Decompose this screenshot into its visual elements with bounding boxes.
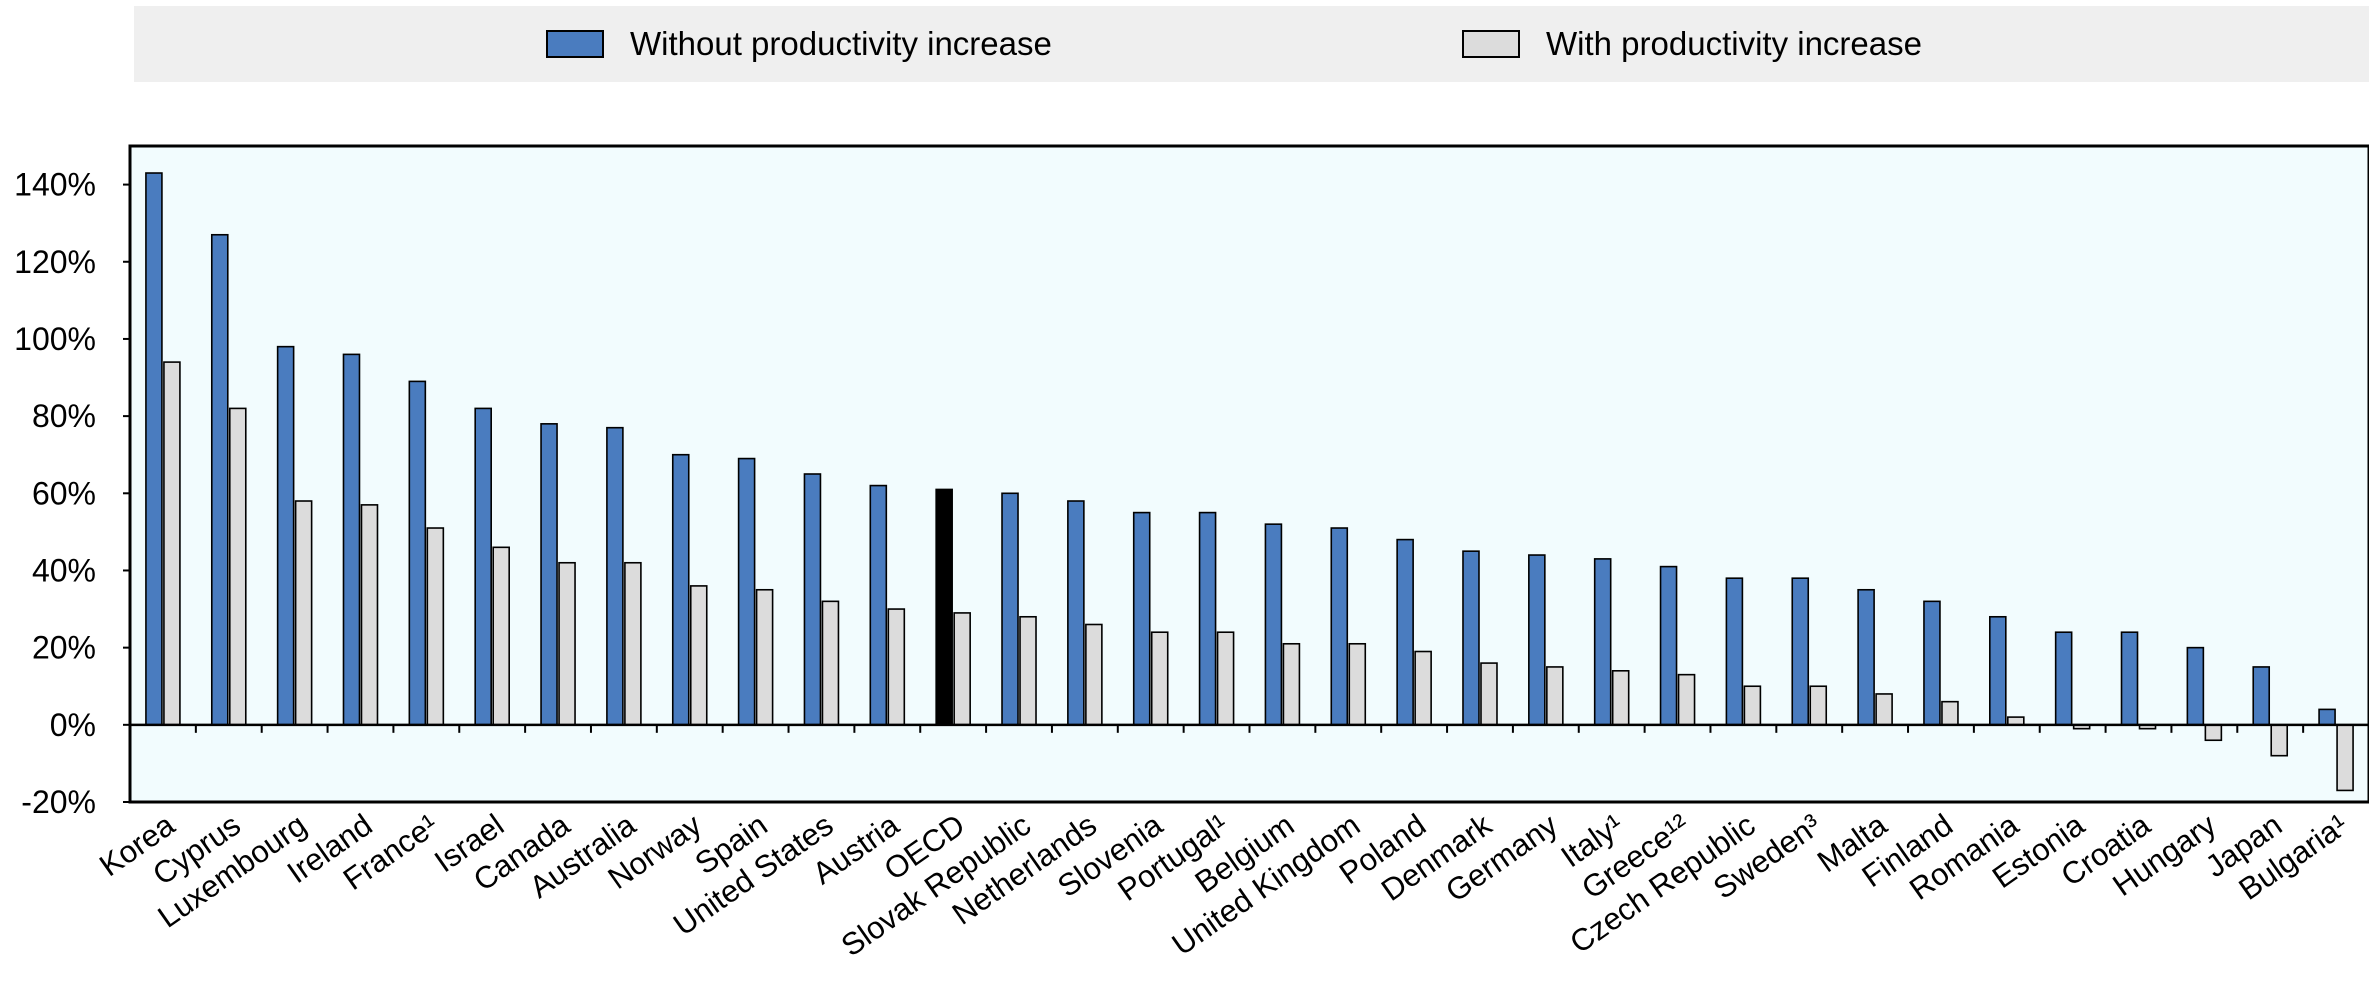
bar-with-productivity bbox=[163, 361, 181, 726]
bar-with-productivity bbox=[1085, 623, 1103, 726]
bar-without-productivity bbox=[1462, 550, 1480, 726]
bar-with-productivity bbox=[228, 407, 247, 726]
bar-with-productivity bbox=[1941, 700, 1959, 726]
legend-item-without-productivity: Without productivity increase bbox=[546, 6, 1052, 82]
bar-with-productivity bbox=[1875, 693, 1893, 726]
bar-without-productivity bbox=[2318, 708, 2336, 726]
bar-without-productivity bbox=[1198, 511, 1217, 726]
bar-with-productivity bbox=[1809, 685, 1828, 726]
bar-with-productivity bbox=[1480, 662, 1498, 726]
bar-without-productivity bbox=[737, 457, 756, 726]
y-tick-label: -20% bbox=[21, 784, 96, 820]
y-tick-label: 100% bbox=[14, 321, 96, 357]
bar-without-productivity bbox=[1725, 577, 1744, 726]
bar-without-productivity bbox=[1264, 523, 1283, 726]
bar-with-productivity bbox=[1019, 615, 1037, 726]
bar-with-productivity bbox=[1282, 642, 1301, 726]
y-tick-label: 40% bbox=[32, 552, 96, 588]
legend-swatch-without bbox=[546, 30, 604, 58]
legend-swatch-with bbox=[1462, 30, 1520, 58]
bar-without-productivity bbox=[1791, 577, 1810, 726]
bar-without-productivity bbox=[408, 380, 427, 726]
bar-without-productivity bbox=[1001, 492, 1019, 726]
legend-item-with-productivity: With productivity increase bbox=[1462, 6, 1922, 82]
bar-without-productivity bbox=[1067, 500, 1085, 726]
bar-with-productivity bbox=[1743, 685, 1762, 726]
y-tick-label: 120% bbox=[14, 244, 96, 280]
bar-without-productivity bbox=[1659, 565, 1678, 726]
bar-without-productivity bbox=[1396, 538, 1414, 726]
bar-with-productivity bbox=[1348, 642, 1367, 726]
bar-without-productivity bbox=[2054, 631, 2073, 726]
bar-without-productivity bbox=[540, 423, 558, 726]
bar-without-productivity bbox=[1857, 588, 1875, 726]
legend-label-with: With productivity increase bbox=[1546, 25, 1922, 62]
bar-with-productivity bbox=[2204, 724, 2223, 742]
bar-without-productivity bbox=[2120, 631, 2139, 726]
bar-with-productivity bbox=[953, 612, 971, 726]
bar-with-productivity bbox=[1546, 666, 1564, 726]
plot-frame bbox=[128, 144, 2369, 804]
bar-without-productivity bbox=[2186, 646, 2205, 726]
y-tick-label: 0% bbox=[50, 707, 96, 743]
bar-with-productivity bbox=[426, 527, 445, 726]
bar-with-productivity bbox=[821, 600, 840, 726]
bar-without-productivity bbox=[474, 407, 492, 726]
bar-with-productivity bbox=[2336, 724, 2354, 792]
bar-without-productivity bbox=[935, 488, 953, 726]
bar-without-productivity bbox=[869, 484, 888, 726]
bar-without-productivity bbox=[1330, 527, 1349, 726]
bar-without-productivity bbox=[342, 353, 361, 726]
bar-without-productivity bbox=[671, 453, 690, 726]
bar-without-productivity bbox=[1132, 511, 1151, 726]
bar-without-productivity bbox=[606, 426, 624, 726]
bar-without-productivity bbox=[1989, 615, 2007, 726]
bar-with-productivity bbox=[492, 546, 510, 726]
bar-with-productivity bbox=[294, 500, 313, 726]
bar-with-productivity bbox=[1216, 631, 1235, 726]
bar-with-productivity bbox=[887, 608, 906, 726]
bar-without-productivity bbox=[210, 233, 229, 726]
legend: Without productivity increase With produ… bbox=[134, 6, 2369, 82]
bar-with-productivity bbox=[1611, 669, 1630, 726]
bar-without-productivity bbox=[1593, 558, 1612, 726]
legend-label-without: Without productivity increase bbox=[630, 25, 1052, 62]
bar-without-productivity bbox=[1923, 600, 1941, 726]
bar-with-productivity bbox=[360, 504, 379, 726]
bar-without-productivity bbox=[803, 473, 822, 726]
bar-without-productivity bbox=[2252, 666, 2271, 726]
bar-with-productivity bbox=[755, 588, 774, 726]
y-tick-label: 80% bbox=[32, 398, 96, 434]
bar-without-productivity bbox=[276, 345, 295, 726]
bar-with-productivity bbox=[1150, 631, 1169, 726]
plot-area bbox=[130, 146, 2369, 802]
y-tick-label: 140% bbox=[14, 167, 96, 203]
bar-with-productivity bbox=[558, 561, 576, 726]
y-tick-label: 60% bbox=[32, 475, 96, 511]
bar-with-productivity bbox=[2270, 724, 2289, 757]
y-tick-label: 20% bbox=[32, 630, 96, 666]
bar-with-productivity bbox=[1677, 673, 1696, 726]
bar-with-productivity bbox=[689, 585, 708, 726]
bar-without-productivity bbox=[1528, 554, 1546, 726]
bar-with-productivity bbox=[1414, 650, 1432, 726]
bar-with-productivity bbox=[624, 561, 642, 726]
bar-without-productivity bbox=[145, 172, 163, 726]
